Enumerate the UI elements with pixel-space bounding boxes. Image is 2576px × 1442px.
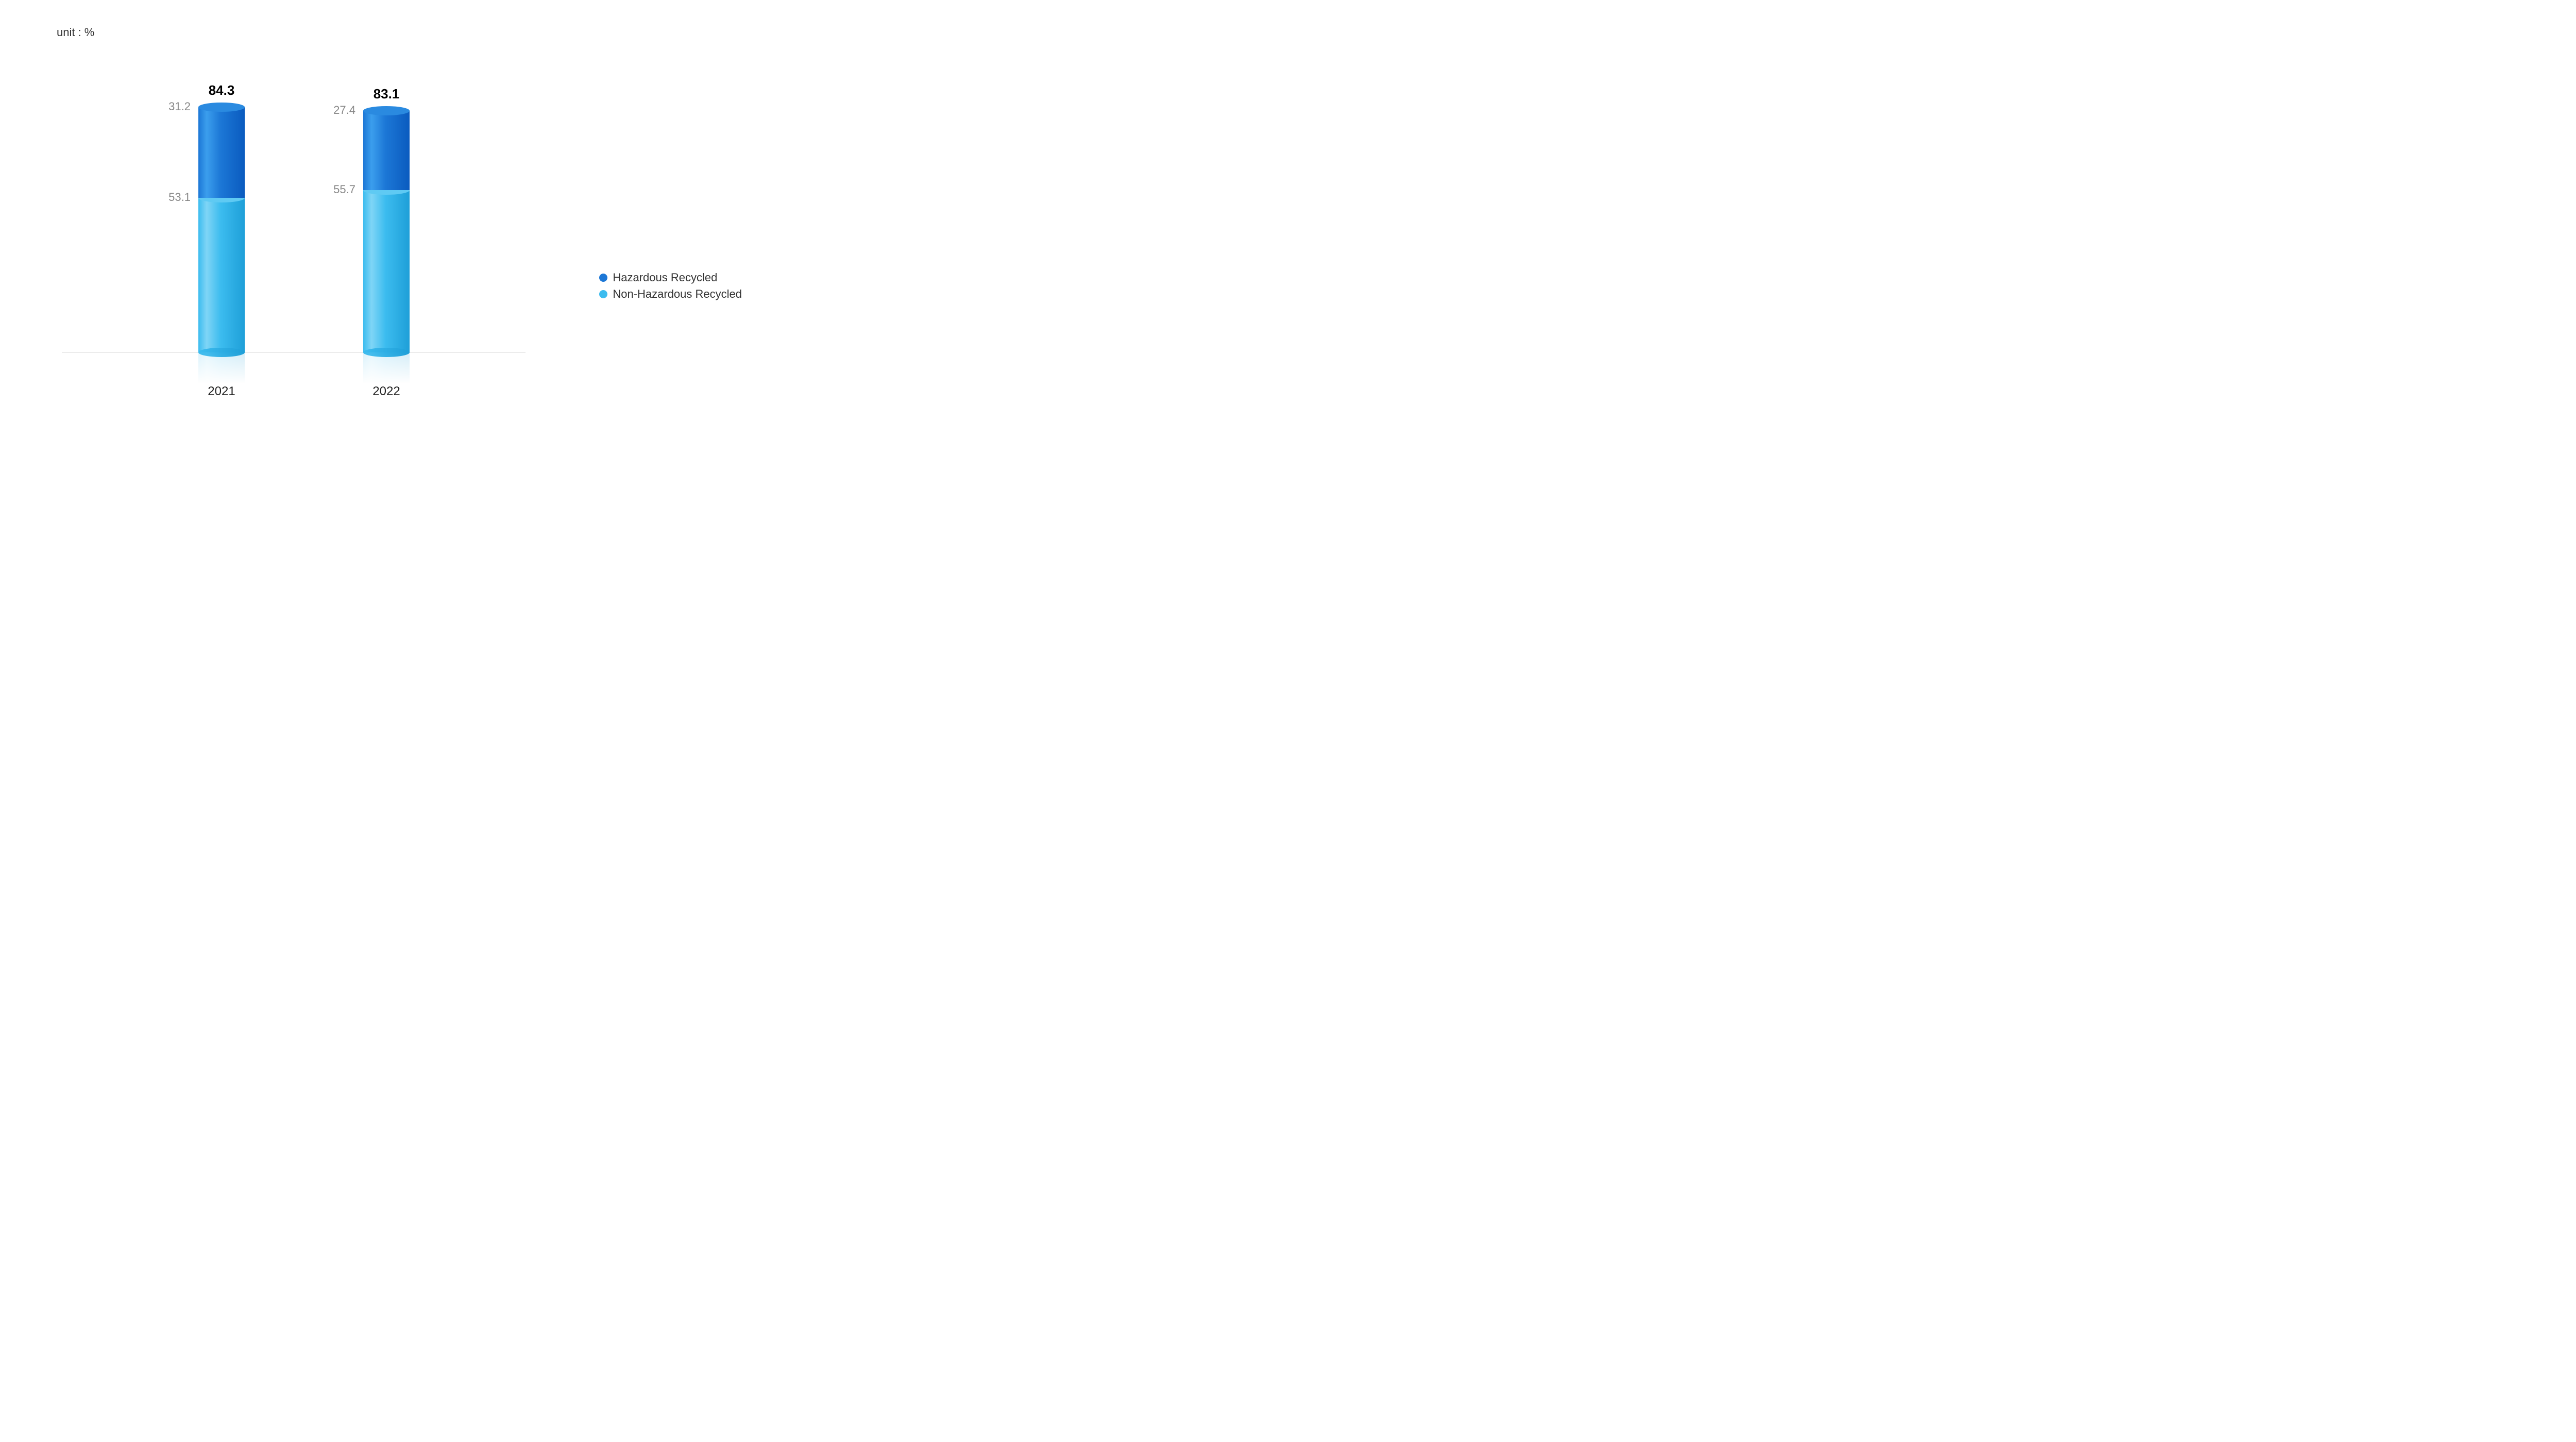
legend-dot-icon	[599, 290, 607, 298]
cylinder-reflection	[363, 352, 410, 383]
cylinder-reflection	[198, 352, 245, 383]
unit-label: unit : %	[57, 26, 94, 39]
total-label: 84.3	[191, 82, 252, 98]
legend-dot-icon	[599, 274, 607, 282]
plot-area: 53.131.284.3202155.727.483.12022	[62, 62, 526, 353]
legend-label: Non-Hazardous Recycled	[613, 287, 742, 301]
segment-value-label: 55.7	[309, 183, 355, 196]
legend-label: Hazardous Recycled	[613, 271, 717, 284]
legend-item-non_hazardous: Non-Hazardous Recycled	[599, 287, 742, 301]
recycling-stacked-bar-chart: unit : % 53.131.284.3202155.727.483.1202…	[31, 21, 752, 412]
segment-non_hazardous: 53.1	[198, 198, 245, 352]
legend-item-hazardous: Hazardous Recycled	[599, 271, 742, 284]
segment-value-label: 53.1	[144, 191, 191, 204]
x-axis-label: 2022	[335, 384, 438, 399]
segment-hazardous: 27.4	[363, 111, 410, 191]
total-label: 83.1	[355, 86, 417, 102]
segment-value-label: 27.4	[309, 104, 355, 117]
segment-value-label: 31.2	[144, 100, 191, 113]
column-2021: 53.131.284.32021	[170, 61, 273, 352]
cylinder: 55.727.483.1	[363, 111, 410, 353]
segment-hazardous: 31.2	[198, 107, 245, 198]
x-axis-label: 2021	[170, 384, 273, 399]
legend: Hazardous Recycled Non-Hazardous Recycled	[599, 268, 742, 304]
column-2022: 55.727.483.12022	[335, 61, 438, 352]
cylinder: 53.131.284.3	[198, 107, 245, 352]
segment-non_hazardous: 55.7	[363, 190, 410, 352]
